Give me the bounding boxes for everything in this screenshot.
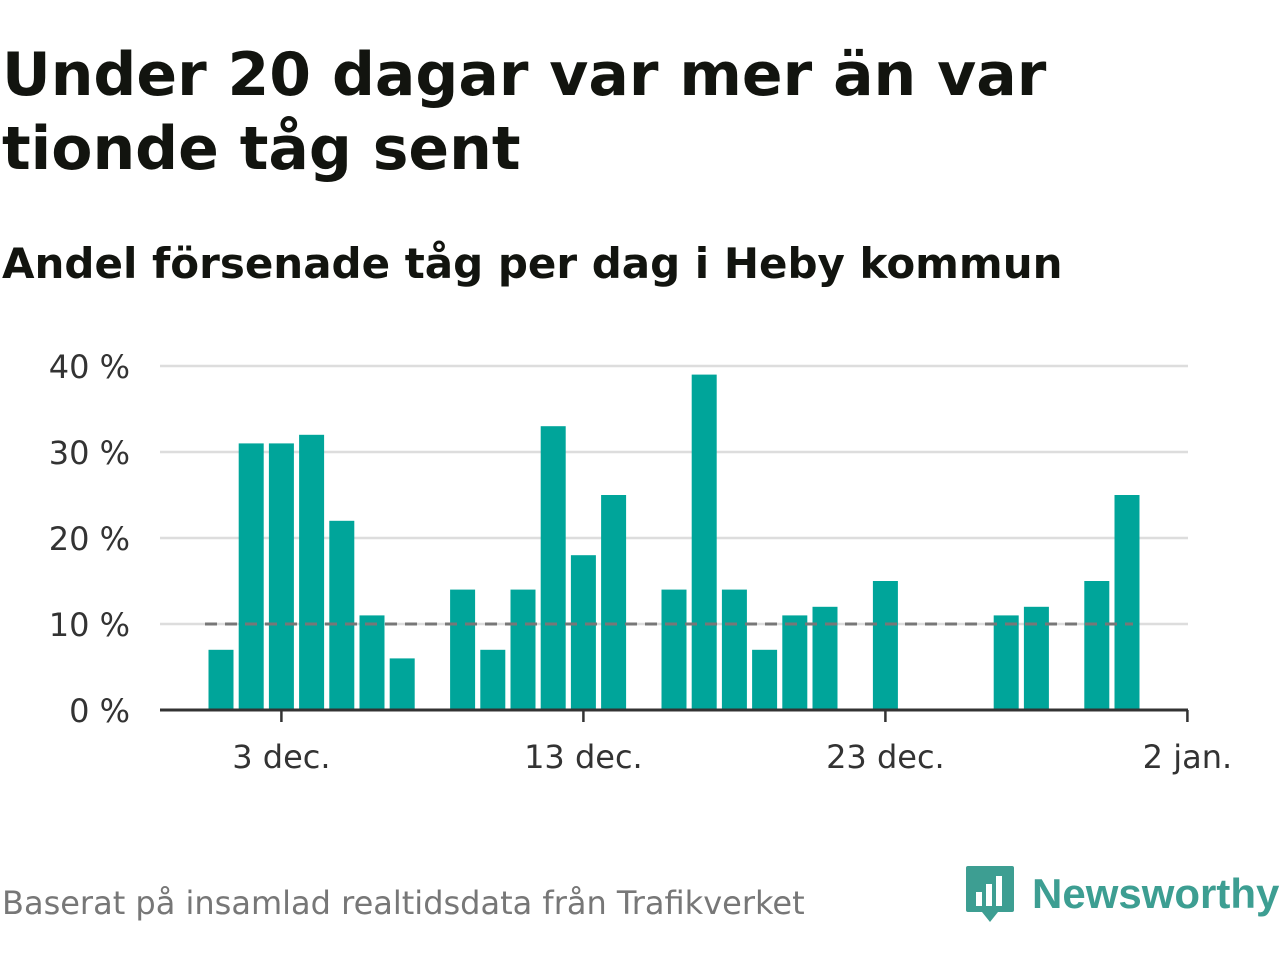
bar: [1114, 495, 1140, 710]
y-tick-label: 0 %: [69, 692, 130, 730]
x-tick-label: 2 jan.: [1143, 738, 1232, 776]
bar: [782, 615, 808, 710]
bar: [540, 426, 566, 710]
bar: [812, 606, 838, 710]
bar: [1023, 606, 1049, 710]
newsworthy-logo-icon: [966, 866, 1014, 922]
bar: [389, 658, 415, 710]
bar: [691, 374, 717, 710]
y-tick-label: 10 %: [49, 606, 130, 644]
bar: [601, 495, 627, 710]
bar: [329, 520, 355, 710]
bar: [268, 443, 294, 710]
bar: [721, 589, 747, 710]
x-tick-label: 13 dec.: [524, 738, 643, 776]
y-tick-label: 30 %: [49, 434, 130, 472]
bar: [993, 615, 1019, 710]
bar: [238, 443, 264, 710]
bar: [510, 589, 536, 710]
brand-logo: Newsworthy: [964, 864, 1279, 924]
bar: [299, 434, 325, 710]
bar: [208, 649, 234, 710]
bar: [1084, 581, 1110, 710]
chart-subtitle: Andel försenade tåg per dag i Heby kommu…: [2, 239, 1063, 288]
y-tick-label: 20 %: [49, 520, 130, 558]
bar: [359, 615, 385, 710]
bar: [752, 649, 778, 710]
x-tick-label: 23 dec.: [826, 738, 945, 776]
bar: [661, 589, 687, 710]
source-note: Baserat på insamlad realtidsdata från Tr…: [2, 884, 805, 922]
bar: [872, 581, 898, 710]
y-tick-label: 40 %: [49, 348, 130, 386]
bar-chart: 0 % 10 % 20 % 30 % 40 % 3 dec. 13 dec. 23 dec. 2…: [49, 348, 1232, 776]
bar: [450, 589, 476, 710]
bar: [570, 555, 596, 710]
brand-name: Newsworthy: [1032, 870, 1280, 917]
x-tick-label: 3 dec.: [232, 738, 330, 776]
bar: [480, 649, 506, 710]
chart-title: Under 20 dagar var mer än var tionde tåg…: [2, 40, 1047, 184]
